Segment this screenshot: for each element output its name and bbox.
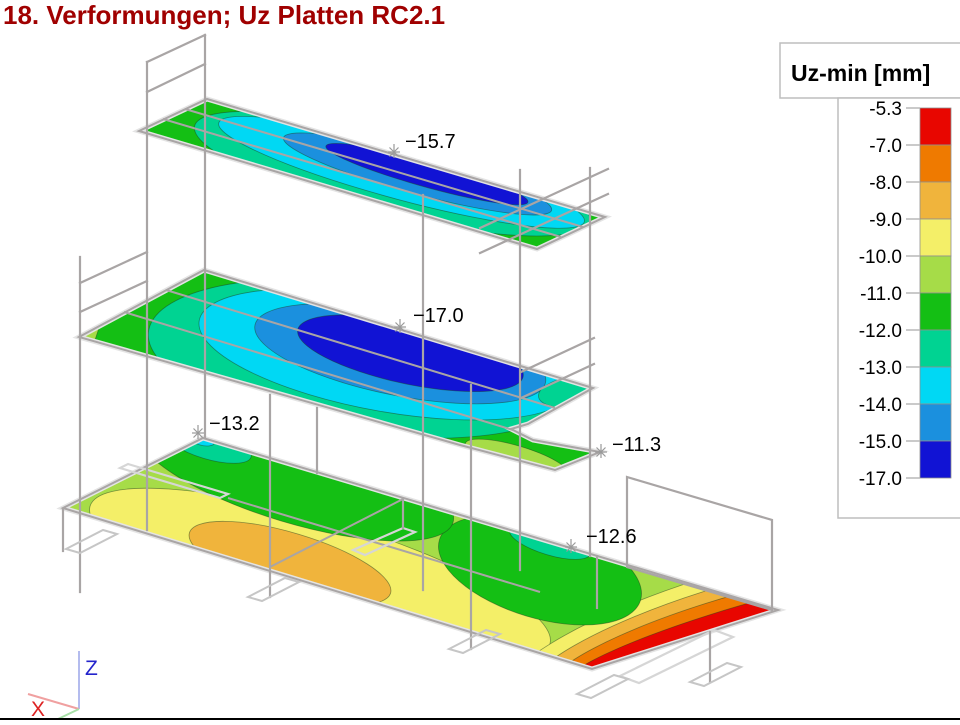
slab-top-outline — [136, 97, 608, 251]
slab-top-beam — [162, 118, 562, 238]
x-axis-label: X — [31, 698, 45, 720]
legend-tick-label: -17.0 — [859, 469, 902, 490]
value-label: −12.6 — [586, 526, 637, 548]
wall-panel — [625, 475, 774, 612]
x-axis-line — [27, 693, 80, 710]
legend-swatch — [919, 292, 952, 331]
extreme-value-labels: −15.7 −17.0 −13.2 −11.3 −12.6 — [209, 131, 661, 548]
slab-middle-beam — [123, 311, 514, 431]
legend-swatch — [919, 366, 952, 405]
legend-tick-label: -13.0 — [859, 358, 902, 379]
legend-swatch — [919, 403, 952, 442]
legend-swatch — [919, 218, 952, 257]
legend-tick-label: -7.0 — [869, 136, 902, 157]
legend-swatch — [919, 440, 952, 479]
slab-bottom-beam — [227, 497, 541, 593]
value-label: −17.0 — [413, 305, 464, 327]
wall-bracing — [78, 33, 610, 400]
legend-tick-lines — [906, 107, 920, 479]
legend-title: Uz-min [mm] — [791, 60, 930, 86]
slab-middle-outline — [76, 268, 604, 472]
slab-bottom-outline — [60, 436, 782, 671]
page-title: 18. Verformungen; Uz Platten RC2.1 — [3, 0, 446, 30]
legend-tick-label: -15.0 — [859, 432, 902, 453]
y-axis-line — [57, 708, 80, 720]
legend-tick-label: -9.0 — [869, 210, 902, 231]
legend-tick-label: -5.3 — [869, 99, 902, 120]
value-label: −11.3 — [612, 434, 661, 456]
legend-tick-label: -8.0 — [869, 173, 902, 194]
legend-header-box — [779, 42, 960, 99]
legend-swatch — [919, 144, 952, 183]
legend-swatch — [919, 107, 952, 146]
slab-top-beam — [184, 108, 584, 228]
legend: Uz-min [mm] -5.3 — [779, 42, 960, 519]
columns — [61, 33, 712, 684]
legend-tick-label: -12.0 — [859, 321, 902, 342]
legend-tick-label: -14.0 — [859, 395, 902, 416]
legend-tick-label: -11.0 — [860, 284, 902, 305]
axis-triad: Z X — [27, 651, 98, 721]
legend-tick-labels: -5.3 -7.0 -8.0 -9.0 -10.0 -11.0 -12.0 -1… — [859, 99, 902, 490]
legend-swatch — [919, 181, 952, 220]
slab-bottom-beam — [269, 498, 404, 568]
z-axis-label: Z — [85, 657, 98, 680]
slab-middle-beam — [165, 289, 556, 409]
legend-swatch — [919, 329, 952, 368]
legend-swatch — [919, 255, 952, 294]
value-label: −15.7 — [405, 131, 456, 153]
value-label: −13.2 — [209, 413, 260, 435]
legend-swatches — [919, 107, 952, 479]
support-footings — [63, 528, 744, 700]
legend-tick-label: -10.0 — [859, 247, 902, 268]
slab-openings — [117, 462, 736, 685]
